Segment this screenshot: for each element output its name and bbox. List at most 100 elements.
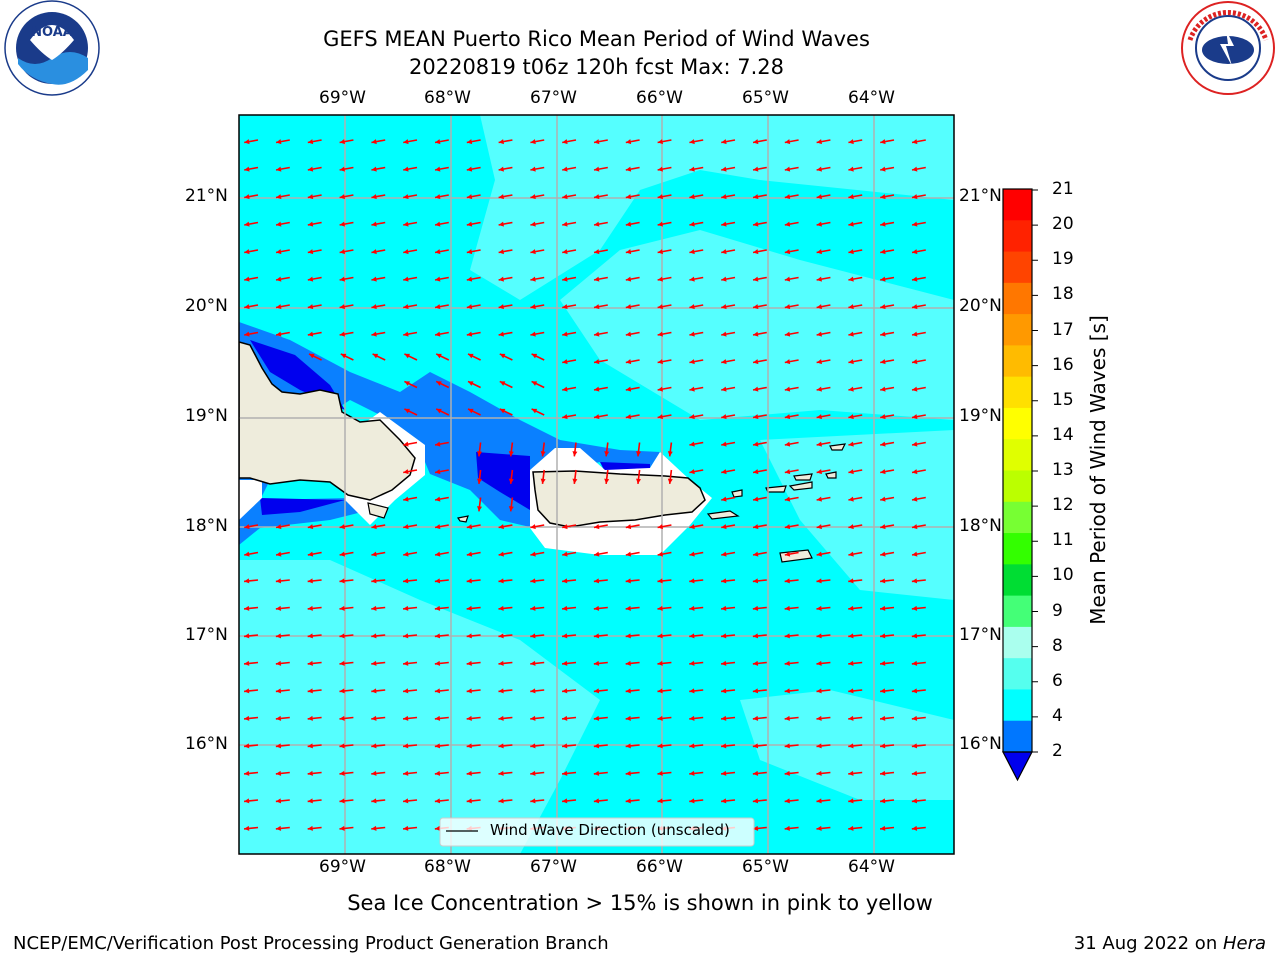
- wind-wave-arrow: [689, 386, 704, 392]
- colorbar-tick-label: 9: [1052, 600, 1063, 621]
- wind-wave-arrow: [880, 194, 895, 200]
- wind-wave-arrow: [689, 166, 704, 172]
- wind-wave-arrow: [911, 386, 926, 392]
- wind-wave-arrow: [434, 221, 449, 227]
- lon-label-top: 66°W: [636, 88, 683, 108]
- wind-wave-arrow: [499, 380, 513, 389]
- wind-wave-arrow: [593, 524, 608, 530]
- wind-wave-arrow: [879, 825, 895, 831]
- wind-wave-arrow: [657, 660, 672, 666]
- wind-wave-arrow: [562, 304, 577, 310]
- wind-wave-arrow: [530, 578, 545, 584]
- wind-wave-arrow: [816, 688, 831, 694]
- wind-wave-arrow: [911, 221, 926, 227]
- wind-wave-arrow: [911, 249, 926, 255]
- wind-wave-arrow: [784, 770, 799, 776]
- wind-wave-arrow: [371, 825, 386, 831]
- wind-wave-arrow: [593, 359, 608, 365]
- wind-wave-arrow: [561, 715, 577, 721]
- wind-wave-arrow: [911, 331, 926, 337]
- colorbar-segment: [1003, 189, 1032, 221]
- wind-wave-arrow: [848, 221, 863, 227]
- lat-label-left: 17°N: [185, 625, 228, 645]
- wind-wave-arrow: [657, 166, 672, 172]
- wind-wave-arrow: [466, 770, 481, 776]
- colorbar-tick-label: 8: [1052, 635, 1063, 656]
- wind-wave-direction-arrows: [243, 139, 926, 831]
- colorbar-tick-label: 20: [1052, 214, 1074, 235]
- wind-wave-arrow: [625, 798, 640, 804]
- wind-wave-arrow: [720, 798, 736, 804]
- wind-wave-arrow: [371, 139, 386, 145]
- wind-wave-arrow: [243, 605, 259, 611]
- wind-wave-arrow: [561, 688, 577, 694]
- wind-wave-arrow: [911, 743, 926, 749]
- wind-wave-arrow: [371, 660, 386, 666]
- wind-wave-arrow: [752, 441, 767, 447]
- wind-wave-arrow: [625, 221, 640, 227]
- wind-wave-arrow: [477, 469, 482, 484]
- wind-wave-arrow: [848, 139, 863, 145]
- wind-wave-arrow: [816, 166, 831, 172]
- wind-wave-arrow: [531, 408, 545, 416]
- wind-wave-arrow: [848, 249, 863, 255]
- wind-wave-arrow: [403, 221, 418, 227]
- wind-wave-arrow: [625, 715, 640, 721]
- wind-wave-arrow: [499, 353, 513, 361]
- wind-wave-arrow: [752, 304, 767, 310]
- wind-wave-arrow: [689, 551, 704, 557]
- wind-wave-arrow: [816, 469, 831, 475]
- wind-wave-arrow: [498, 139, 513, 145]
- lon-label-top: 64°W: [848, 88, 895, 108]
- wind-wave-arrow: [339, 194, 354, 200]
- wind-wave-arrow: [784, 551, 799, 557]
- wind-wave-arrow: [721, 249, 736, 255]
- wind-wave-arrow: [498, 221, 513, 227]
- wind-wave-arrow: [307, 825, 322, 831]
- wind-wave-arrow: [667, 469, 673, 484]
- wind-wave-arrow: [816, 524, 831, 530]
- wind-wave-arrow: [784, 304, 799, 310]
- wind-wave-arrow: [720, 688, 736, 694]
- wind-wave-arrow: [720, 578, 736, 584]
- wind-wave-arrow: [307, 798, 322, 804]
- wind-wave-arrow: [402, 633, 418, 639]
- lon-label-bottom: 66°W: [636, 857, 683, 877]
- wind-wave-arrow: [339, 825, 354, 831]
- wind-wave-arrow: [403, 469, 418, 475]
- wind-wave-arrow: [721, 414, 736, 420]
- wind-wave-arrow: [466, 551, 481, 557]
- wind-wave-arrow: [508, 469, 514, 484]
- wind-wave-arrow: [244, 331, 259, 337]
- wind-wave-arrow: [562, 276, 577, 282]
- wind-wave-arrow: [879, 660, 895, 666]
- wind-wave-arrow: [275, 276, 290, 282]
- wind-wave-arrow: [689, 715, 704, 721]
- wind-wave-arrow: [371, 578, 386, 584]
- wind-wave-arrow: [307, 249, 322, 255]
- wind-wave-arrow: [404, 353, 418, 361]
- wind-wave-arrow: [275, 249, 290, 255]
- wind-wave-arrow: [307, 304, 322, 310]
- wind-wave-arrow: [593, 166, 608, 172]
- legend-box: [439, 817, 755, 847]
- wind-wave-arrow: [593, 414, 608, 420]
- wind-wave-arrow: [434, 660, 449, 666]
- wind-wave-arrow: [657, 770, 672, 776]
- wind-wave-arrow: [339, 715, 354, 721]
- wind-wave-arrow: [848, 660, 863, 666]
- wind-wave-arrow: [530, 166, 545, 172]
- wind-wave-arrow: [752, 221, 767, 227]
- wind-wave-arrow: [816, 139, 831, 145]
- wind-wave-arrow: [784, 496, 799, 502]
- wind-wave-arrow: [403, 331, 418, 337]
- wind-wave-arrow: [508, 442, 514, 457]
- wind-wave-arrow: [572, 442, 578, 457]
- wind-wave-arrow: [816, 578, 831, 584]
- wind-wave-arrow: [434, 194, 449, 200]
- wind-wave-arrow: [275, 139, 290, 145]
- noaa-logo: NOAA: [0, 0, 105, 100]
- lat-label-right: 17°N: [959, 625, 1002, 645]
- wind-wave-arrow: [816, 551, 831, 557]
- wind-wave-arrow: [435, 408, 450, 416]
